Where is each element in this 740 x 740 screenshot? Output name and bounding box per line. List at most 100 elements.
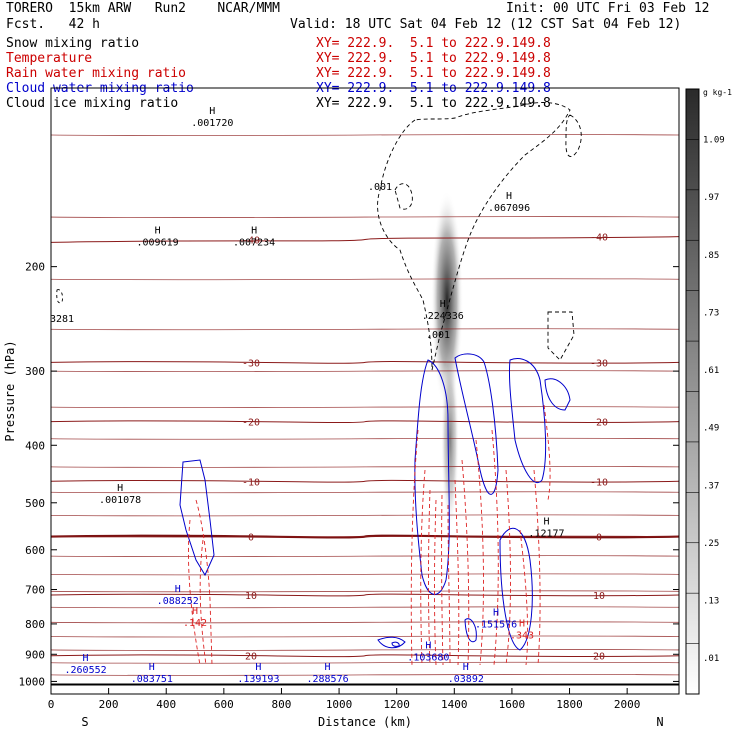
isotherm--20 (51, 420, 679, 424)
y-tick-label: 600 (25, 544, 45, 557)
maximum-value-label: .001078 (99, 495, 141, 506)
isotherm-label-right: -30 (590, 358, 608, 369)
maximum-value-label: .142 (183, 618, 207, 629)
y-tick-label: 300 (25, 365, 45, 378)
isotherm-label-right: -10 (590, 477, 608, 488)
maximum-h-mark: H (149, 662, 155, 673)
maximum-h-mark: H (175, 584, 181, 595)
x-tick-label: 1000 (326, 698, 353, 711)
colorbar-unit: g kg-1 (703, 88, 732, 97)
isotherm-line (51, 661, 679, 664)
y-tick-label: 400 (25, 439, 45, 452)
south-label: S (81, 715, 88, 729)
colorbar-tick-label: 1.09 (703, 136, 725, 146)
x-tick-label: 800 (272, 698, 292, 711)
x-axis-label: Distance (km) (318, 715, 412, 729)
xy-snow: XY= 222.9. 5.1 to 222.9.149.8 (316, 36, 551, 51)
maximum-value-label: .12177 (528, 528, 564, 539)
isotherm--40 (51, 236, 679, 243)
maximum-value-label: .088252 (157, 596, 199, 607)
isotherm-line (51, 514, 679, 517)
isotherm-line (51, 606, 679, 609)
maximum-h-mark: H (255, 662, 261, 673)
maximum-value-label: .260552 (64, 665, 106, 676)
maximum-h-mark: H (463, 662, 469, 673)
maximum-value-label: .343 (510, 630, 534, 641)
isotherm-lines: -40 -40 -30 -30 -20 -20 -10 -10 0 0 10 10 20 20 (51, 134, 679, 676)
isotherm-line (51, 535, 679, 538)
maximum-h-mark: H (325, 662, 331, 673)
isotherm-line (51, 491, 679, 494)
colorbar: .01 .13 .25 .37 .49 .61 .73 .85 .97 1.09 g kg-1 (685, 88, 732, 695)
maximum-h-mark: H (209, 106, 215, 117)
isotherm-line (51, 555, 679, 558)
maximum-h-mark: H (506, 191, 512, 202)
field-temperature: Temperature (6, 51, 93, 66)
hydrometeor-contours (56, 102, 582, 666)
forecast-hour: Fcst. 42 h (6, 17, 100, 32)
y-tick-label: 500 (25, 497, 45, 510)
maximum-value-label: .03892 (448, 674, 484, 685)
plot-frame (50, 87, 680, 695)
y-tick-label: 200 (25, 261, 45, 274)
x-tick-label: 1800 (556, 698, 583, 711)
contour-label: .001 (368, 182, 392, 193)
isotherm-label-left: -10 (242, 477, 260, 488)
isotherm--30 (51, 361, 679, 364)
isotherm-line (51, 328, 679, 331)
isotherm-line (51, 370, 679, 373)
maximum-value-label: .067096 (488, 203, 530, 214)
isotherm-line (51, 635, 679, 638)
isotherm-line (51, 465, 679, 468)
init-time: Init: 00 UTC Fri 03 Feb 12 (506, 1, 710, 16)
isotherm-line (51, 437, 679, 440)
contour-label: .001 (426, 330, 450, 341)
colorbar-tick-label: .25 (703, 539, 719, 549)
maximum-value-label: .007234 (233, 238, 275, 249)
maxima-labels: H.001720H.009619H.007234H.067096H.224336… (50, 106, 565, 685)
contour-label: 3281 (50, 314, 74, 325)
snow-shading (431, 190, 463, 530)
isotherm-label-right: 20 (593, 652, 605, 663)
maximum-h-mark: H (543, 516, 549, 527)
maximum-h-mark: H (425, 641, 431, 652)
x-tick-label: 600 (214, 698, 234, 711)
isotherm-line (51, 216, 679, 219)
model-title: TORERO 15km ARW Run2 NCAR/MMM (6, 1, 280, 16)
y-axis-label: Pressure (hPa) (3, 340, 17, 441)
maximum-h-mark: H (83, 653, 89, 664)
isotherm-line (51, 590, 679, 593)
maximum-h-mark: H (519, 618, 525, 629)
isotherm-label-left: 0 (248, 533, 254, 544)
plot-axes: 0 200 400 600 800 1000 1200 1400 1600 1800 2000200… (3, 87, 680, 729)
isotherm-label-left: -30 (242, 358, 260, 369)
maximum-value-label: .009619 (137, 238, 179, 249)
maximum-value-label: .103680 (407, 653, 449, 664)
maximum-value-label: .139193 (237, 674, 279, 685)
y-tick-label: 700 (25, 584, 45, 597)
isotherm-line (51, 406, 679, 409)
y-tick-label: 1000 (19, 675, 46, 688)
maximum-h-mark: H (117, 483, 123, 494)
isotherm-line (51, 278, 679, 281)
maximum-h-mark: H (251, 226, 257, 237)
valid-time: Valid: 18 UTC Sat 04 Feb 12 (12 CST Sat … (290, 17, 682, 32)
x-tick-label: 1200 (383, 698, 410, 711)
maximum-value-label: .083751 (131, 674, 173, 685)
colorbar-tick-label: .85 (703, 251, 719, 261)
isotherm-line (51, 621, 679, 624)
maximum-value-label: .151576 (475, 620, 517, 631)
x-tick-label: 1400 (441, 698, 468, 711)
x-tick-label: 0 (48, 698, 55, 711)
isotherm-label-right: 10 (593, 591, 605, 602)
field-snow: Snow mixing ratio (6, 36, 140, 51)
x-tick-label: 1600 (499, 698, 526, 711)
x-tick-label: 200 (99, 698, 119, 711)
isotherm-line (51, 648, 679, 651)
isotherm-20 (51, 654, 679, 658)
x-tick-label: 400 (156, 698, 176, 711)
maximum-h-mark: H (192, 606, 198, 617)
maximum-value-label: .224336 (422, 311, 464, 322)
isotherm--10 (51, 479, 679, 483)
y-tick-label: 900 (25, 648, 45, 661)
